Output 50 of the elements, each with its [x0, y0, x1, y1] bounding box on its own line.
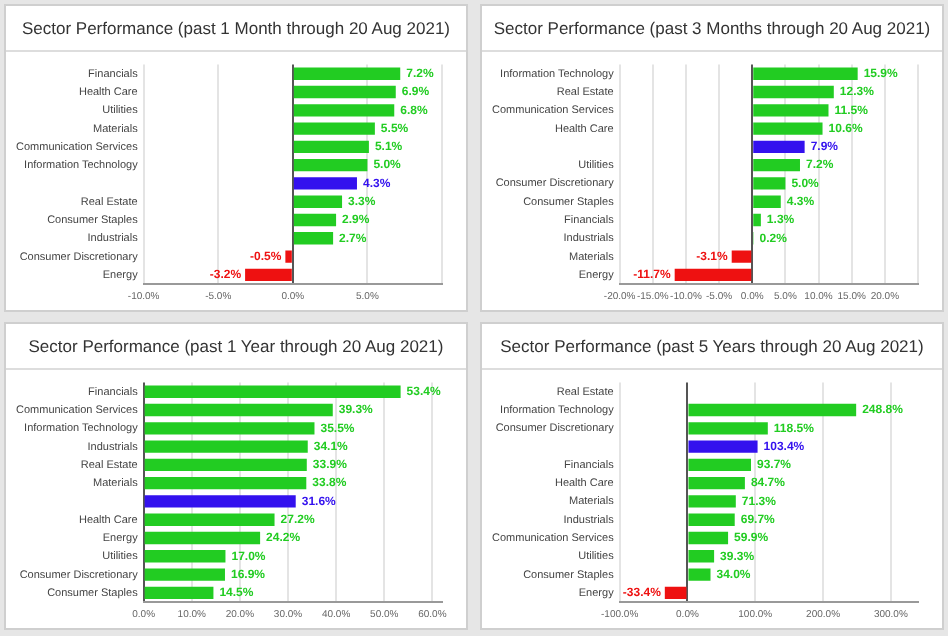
bar — [688, 440, 758, 453]
bar — [144, 476, 307, 490]
bar — [688, 458, 751, 472]
bar — [293, 140, 369, 154]
bar — [293, 232, 334, 245]
bar — [144, 550, 226, 563]
bar — [144, 385, 401, 398]
bar — [293, 195, 343, 208]
bar — [293, 104, 395, 117]
chart-title: Sector Performance (past 5 Years through 20 Aug 2021) — [482, 324, 942, 370]
bar — [144, 458, 307, 472]
bar — [753, 122, 823, 135]
bar — [674, 268, 752, 282]
bar — [293, 158, 368, 172]
bar — [144, 422, 315, 435]
bar — [688, 495, 736, 508]
bar — [664, 586, 687, 600]
bar — [285, 250, 292, 263]
bar — [731, 250, 752, 263]
bar — [753, 67, 858, 80]
bar — [688, 531, 729, 545]
bar — [144, 440, 308, 453]
bar — [753, 140, 805, 154]
bar — [144, 403, 333, 417]
bar — [753, 213, 761, 227]
bar — [144, 495, 296, 508]
chart-title: Sector Performance (past 1 Month through 20 Aug 2021) — [6, 6, 466, 52]
bar — [688, 513, 735, 526]
bar — [688, 476, 745, 490]
bar — [753, 104, 829, 117]
bar — [293, 85, 396, 99]
bar — [293, 122, 375, 135]
bar — [753, 85, 834, 99]
bar — [753, 195, 781, 208]
bar — [245, 268, 292, 282]
bar — [753, 177, 786, 190]
bar — [688, 422, 768, 435]
bar — [688, 568, 711, 581]
chart-title: Sector Performance (past 1 Year through 20 Aug 2021) — [6, 324, 466, 370]
bar — [688, 550, 715, 563]
bar — [293, 213, 337, 227]
bar — [293, 67, 401, 80]
bar — [753, 158, 800, 172]
bar — [144, 586, 214, 600]
bar — [144, 513, 275, 526]
bar — [144, 568, 225, 581]
bar — [293, 177, 357, 190]
bar — [688, 403, 857, 417]
bar — [144, 531, 261, 545]
chart-title: Sector Performance (past 3 Months through 20 Aug 2021) — [482, 6, 942, 52]
